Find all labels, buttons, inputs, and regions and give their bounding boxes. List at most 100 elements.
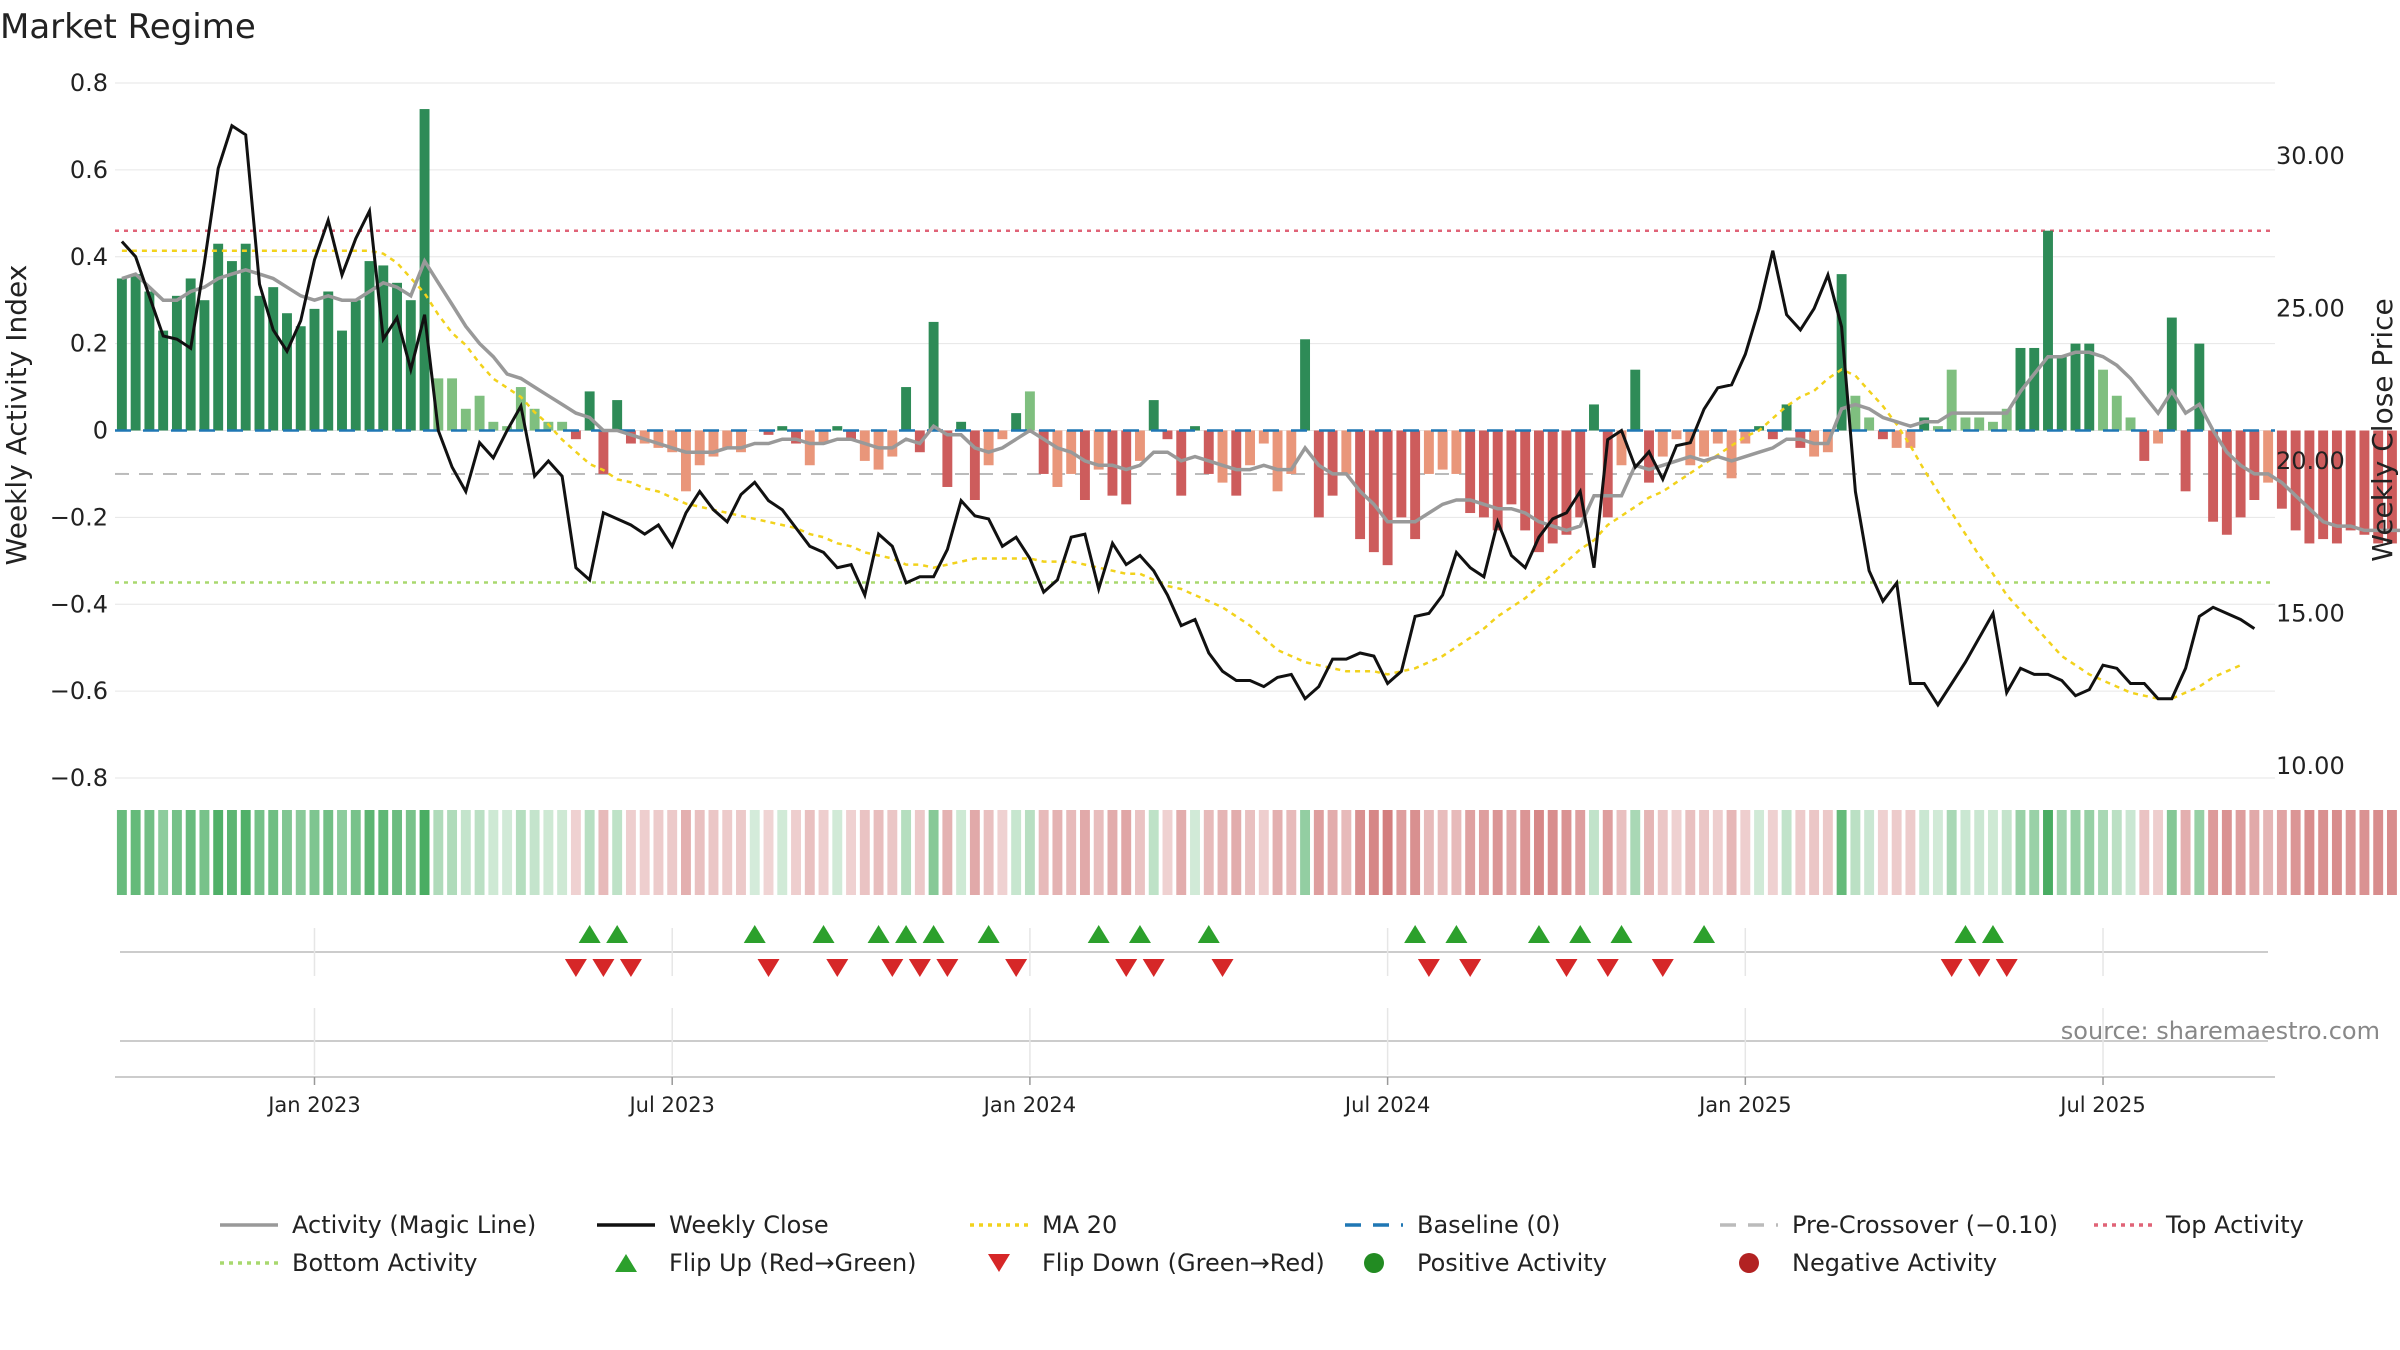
- activity-bar: [1423, 430, 1434, 474]
- regime-strip-cell: [2345, 810, 2356, 895]
- activity-bar: [1547, 430, 1558, 544]
- regime-strip-cell: [2166, 810, 2177, 895]
- regime-strip-cell: [364, 810, 375, 895]
- regime-strip-cell: [1877, 810, 1888, 895]
- activity-bar: [1726, 430, 1737, 479]
- activity-bar: [1121, 430, 1132, 505]
- regime-strip-cell: [2386, 810, 2397, 895]
- activity-bar: [1478, 430, 1489, 518]
- activity-bar: [144, 291, 155, 431]
- flip-markers-panel: [120, 925, 2268, 977]
- activity-bar: [1451, 430, 1462, 474]
- legend-label: Positive Activity: [1417, 1249, 1607, 1277]
- regime-strip-cell: [1300, 810, 1311, 895]
- regime-strip-cell: [529, 810, 540, 895]
- activity-bar: [337, 330, 347, 431]
- regime-strip-cell: [1478, 810, 1489, 895]
- flip-up-marker: [812, 925, 835, 943]
- flip-down-marker: [619, 959, 642, 977]
- flip-up-marker: [867, 925, 890, 943]
- regime-strip-cell: [2015, 810, 2026, 895]
- y-left-tick-label: 0: [93, 417, 108, 445]
- regime-strip-cell: [1327, 810, 1338, 895]
- regime-strip-cell: [1781, 810, 1792, 895]
- regime-strip-cell: [254, 810, 265, 895]
- activity-bar: [1396, 430, 1407, 518]
- regime-strip-cell: [1685, 810, 1696, 895]
- activity-bar: [873, 430, 884, 470]
- regime-strip-cell: [185, 810, 196, 895]
- activity-bar: [1492, 430, 1503, 531]
- activity-bar: [1877, 430, 1888, 440]
- activity-bar: [1024, 391, 1035, 431]
- regime-strip-cell: [116, 810, 127, 895]
- regime-strip-cell: [625, 810, 636, 895]
- flip-down-marker: [881, 959, 904, 977]
- regime-strip-cell: [2111, 810, 2122, 895]
- legend-label: Pre-Crossover (−0.10): [1792, 1211, 2058, 1239]
- activity-bar: [763, 430, 774, 435]
- flip-down-marker: [936, 959, 959, 977]
- activity-bar: [2125, 417, 2136, 431]
- regime-strip-cell: [1107, 810, 1118, 895]
- regime-strip-cell: [2194, 810, 2205, 895]
- regime-strip-cell: [1203, 810, 1214, 895]
- activity-bar: [598, 430, 609, 474]
- regime-strip-cell: [1341, 810, 1352, 895]
- activity-bar: [1864, 417, 1875, 431]
- activity-bar: [2070, 343, 2081, 431]
- legend-label: Flip Down (Green→Red): [1042, 1249, 1325, 1277]
- activity-bar: [460, 408, 471, 431]
- regime-strip-cell: [2373, 810, 2384, 895]
- regime-strip-cell: [928, 810, 939, 895]
- flip-down-marker: [1651, 959, 1674, 977]
- activity-bar: [419, 109, 430, 431]
- flip-up-marker: [1954, 925, 1977, 943]
- magic-line: [121, 257, 2400, 533]
- activity-bar: [213, 243, 224, 431]
- activity-bar: [1644, 430, 1654, 483]
- y-left-tick-label: −0.4: [50, 590, 108, 618]
- activity-bar: [1190, 426, 1200, 431]
- activity-bar: [1258, 430, 1269, 444]
- flip-up-marker: [1087, 925, 1110, 943]
- flip-up-marker: [1981, 925, 2004, 943]
- regime-strip-cell: [2318, 810, 2329, 895]
- activity-bars: [116, 109, 2397, 566]
- regime-strip-cell: [859, 810, 870, 895]
- regime-strip-cell: [199, 810, 210, 895]
- regime-strip-cell: [763, 810, 774, 895]
- legend-item: Baseline (0): [1345, 1211, 1560, 1239]
- regime-strip-cell: [557, 810, 568, 895]
- activity-bar: [323, 291, 334, 431]
- activity-bar: [653, 430, 664, 448]
- regime-strip-cell: [983, 810, 994, 895]
- flip-down-marker: [1115, 959, 1138, 977]
- regime-strip-cell: [240, 810, 251, 895]
- activity-bar: [2331, 430, 2342, 544]
- activity-bar: [2043, 230, 2053, 431]
- activity-bar: [1079, 430, 1090, 500]
- flip-down-marker: [908, 959, 931, 977]
- flip-down-marker: [564, 959, 587, 977]
- legend-item: Negative Activity: [1739, 1249, 1997, 1277]
- source-note: source: sharemaestro.com: [2061, 1017, 2380, 1045]
- activity-bar: [2056, 356, 2067, 431]
- activity-bar: [612, 400, 623, 431]
- legend-item: Positive Activity: [1364, 1249, 1607, 1277]
- regime-strip-cell: [2084, 810, 2095, 895]
- regime-strip-cell: [1919, 810, 1930, 895]
- activity-bar: [1602, 430, 1613, 518]
- regime-strip-cell: [1699, 810, 1709, 895]
- activity-bar: [1313, 430, 1324, 518]
- activity-bar: [1355, 430, 1366, 540]
- flip-up-marker: [1693, 925, 1716, 943]
- activity-bar: [1836, 274, 1847, 431]
- activity-bar: [1754, 426, 1765, 431]
- y-left-tick-label: −0.8: [50, 764, 108, 792]
- activity-bar: [2386, 430, 2397, 544]
- activity-bar: [791, 430, 801, 444]
- y-axis-left: 0.8 0.6 0.4 0.2 0 −0.2 −0.4 −0.6 −0.8: [50, 69, 108, 792]
- activity-bar: [1767, 430, 1778, 440]
- activity-bar: [2001, 408, 2012, 431]
